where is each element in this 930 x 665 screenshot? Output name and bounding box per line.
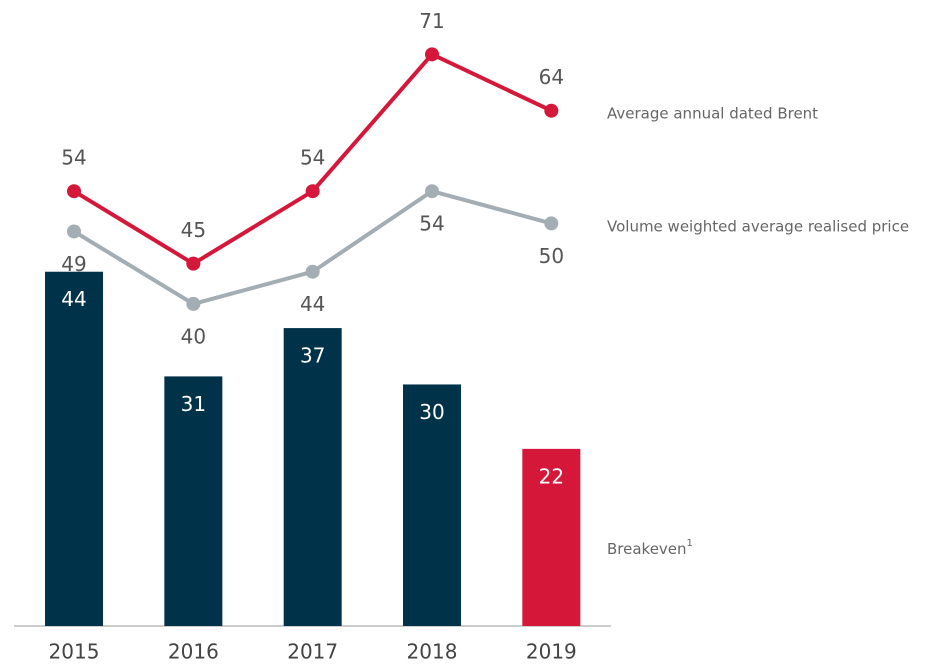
point-value-label: 71: [419, 9, 444, 33]
line-point: [67, 224, 82, 239]
bar: [164, 376, 223, 626]
legend-name: Breakeven: [607, 539, 687, 557]
point-value-label: 50: [539, 244, 564, 268]
line-point: [67, 184, 82, 199]
x-tick-label: 2017: [287, 640, 338, 664]
legend-name: Volume weighted average realised price: [607, 217, 909, 235]
legend-footnote: 1: [687, 538, 693, 549]
legend-label: Breakeven1: [607, 538, 693, 558]
x-tick-label: 2018: [407, 640, 458, 664]
point-value-label: 45: [181, 218, 206, 242]
legend-label: Volume weighted average realised price: [607, 217, 909, 235]
bar-value-label: 44: [61, 287, 86, 311]
point-value-label: 54: [419, 212, 444, 236]
x-tick-label: 2019: [526, 640, 577, 664]
point-value-label: 64: [539, 65, 564, 89]
x-tick-label: 2016: [168, 640, 219, 664]
point-value-label: 40: [181, 324, 206, 348]
bar-value-label: 37: [300, 344, 325, 368]
bar-value-label: 30: [419, 400, 444, 424]
line-point: [425, 184, 440, 199]
point-value-label: 54: [300, 146, 325, 170]
bar: [522, 448, 581, 626]
point-value-label: 54: [61, 146, 86, 170]
line-point: [305, 184, 320, 199]
point-value-label: 49: [61, 252, 86, 276]
line-point: [305, 264, 320, 279]
bar: [283, 328, 342, 626]
line: [72, 189, 552, 306]
bar-value-label: 22: [539, 464, 564, 488]
legend-label: Average annual dated Brent: [607, 104, 818, 122]
bar: [403, 384, 462, 626]
bar-value-label: 31: [181, 392, 206, 416]
bar: [45, 271, 104, 626]
line-point: [544, 216, 559, 231]
x-tick-label: 2015: [49, 640, 100, 664]
line-point: [425, 47, 440, 62]
legend-name: Average annual dated Brent: [607, 104, 818, 122]
point-value-label: 44: [300, 292, 325, 316]
line-point: [186, 256, 201, 271]
line-point: [544, 103, 559, 118]
line-point: [186, 296, 201, 311]
